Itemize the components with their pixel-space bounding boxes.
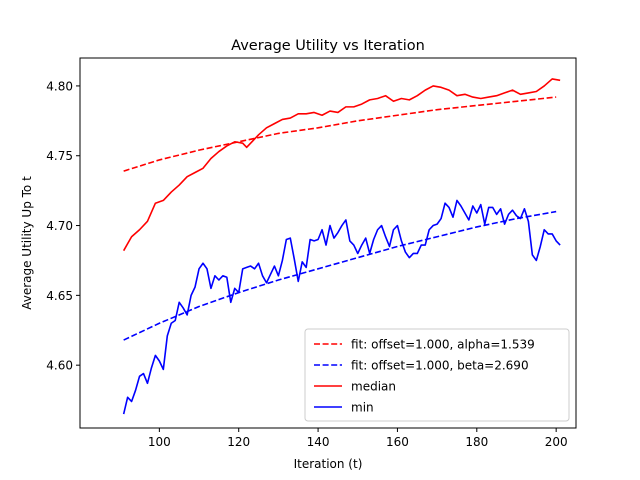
chart-title: Average Utility vs Iteration — [231, 38, 425, 54]
x-tick-label-100: 100 — [148, 435, 171, 449]
series-line-min — [122, 199, 561, 415]
series-line-fit-offset-1-000-alpha-1-539 — [123, 96, 557, 172]
y-tick-label-4.70: 4.70 — [46, 219, 73, 233]
legend-label-fit-offset-1-000-beta-2-690: fit: offset=1.000, beta=2.690 — [351, 359, 529, 373]
x-tick-label-160: 160 — [386, 435, 409, 449]
legend-label-median: median — [351, 380, 396, 394]
series-layer — [122, 78, 561, 415]
legend: fit: offset=1.000, alpha=1.539 fit: offse… — [304, 328, 570, 422]
x-axis-label: Iteration (t) — [294, 457, 363, 471]
y-axis-label: Average Utility Up To t — [20, 176, 34, 310]
x-tick-label-200: 200 — [545, 435, 568, 449]
plot-frame — [79, 57, 577, 429]
legend-label-fit-offset-1-000-alpha-1-539: fit: offset=1.000, alpha=1.539 — [351, 338, 535, 352]
y-tick-label-4.60: 4.60 — [46, 359, 73, 373]
y-tick-label-4.80: 4.80 — [46, 79, 73, 93]
x-tick-label-140: 140 — [307, 435, 330, 449]
x-tick-label-180: 180 — [465, 435, 488, 449]
x-tick-label-120: 120 — [227, 435, 250, 449]
y-tick-label-4.65: 4.65 — [46, 289, 73, 303]
series-line-median — [122, 78, 561, 252]
legend-box — [304, 328, 570, 422]
y-tick-label-4.75: 4.75 — [46, 149, 73, 163]
x-axis: 100 120 140 160 180 200 — [148, 428, 568, 449]
y-axis: 4.60 4.65 4.70 4.75 4.80 — [46, 79, 80, 373]
legend-label-min: min — [351, 401, 374, 415]
series-line-fit-offset-1-000-beta-2-690 — [123, 210, 557, 341]
